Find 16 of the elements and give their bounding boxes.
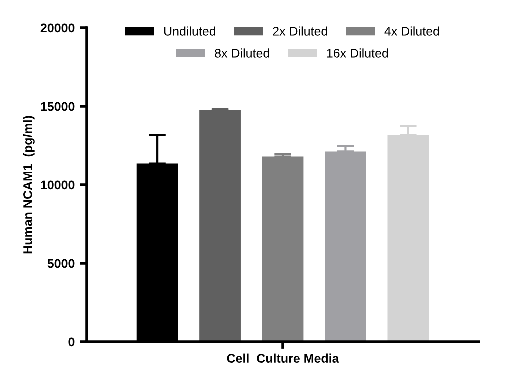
y-tick-label: 10000 (41, 180, 75, 190)
y-tick-label: 5000 (48, 259, 75, 268)
legend-label: Undiluted (164, 26, 216, 36)
bar (388, 135, 430, 342)
y-axis-title: Human NCAM1 (pg/ml) (23, 116, 35, 254)
bar (200, 110, 241, 342)
bar (325, 152, 366, 342)
legend-label: 16x Diluted (327, 48, 388, 58)
legend-label: 8x Diluted (215, 48, 270, 58)
legend-label: 4x Diluted (384, 26, 440, 36)
x-tick-label: Cell Culture Media (227, 354, 340, 363)
y-tick-label: 20000 (40, 24, 75, 33)
legend-label: 2x Diluted (273, 26, 328, 36)
y-tick-label: 15000 (41, 102, 75, 112)
bar (262, 156, 304, 342)
y-tick-label: 0 (68, 338, 75, 347)
